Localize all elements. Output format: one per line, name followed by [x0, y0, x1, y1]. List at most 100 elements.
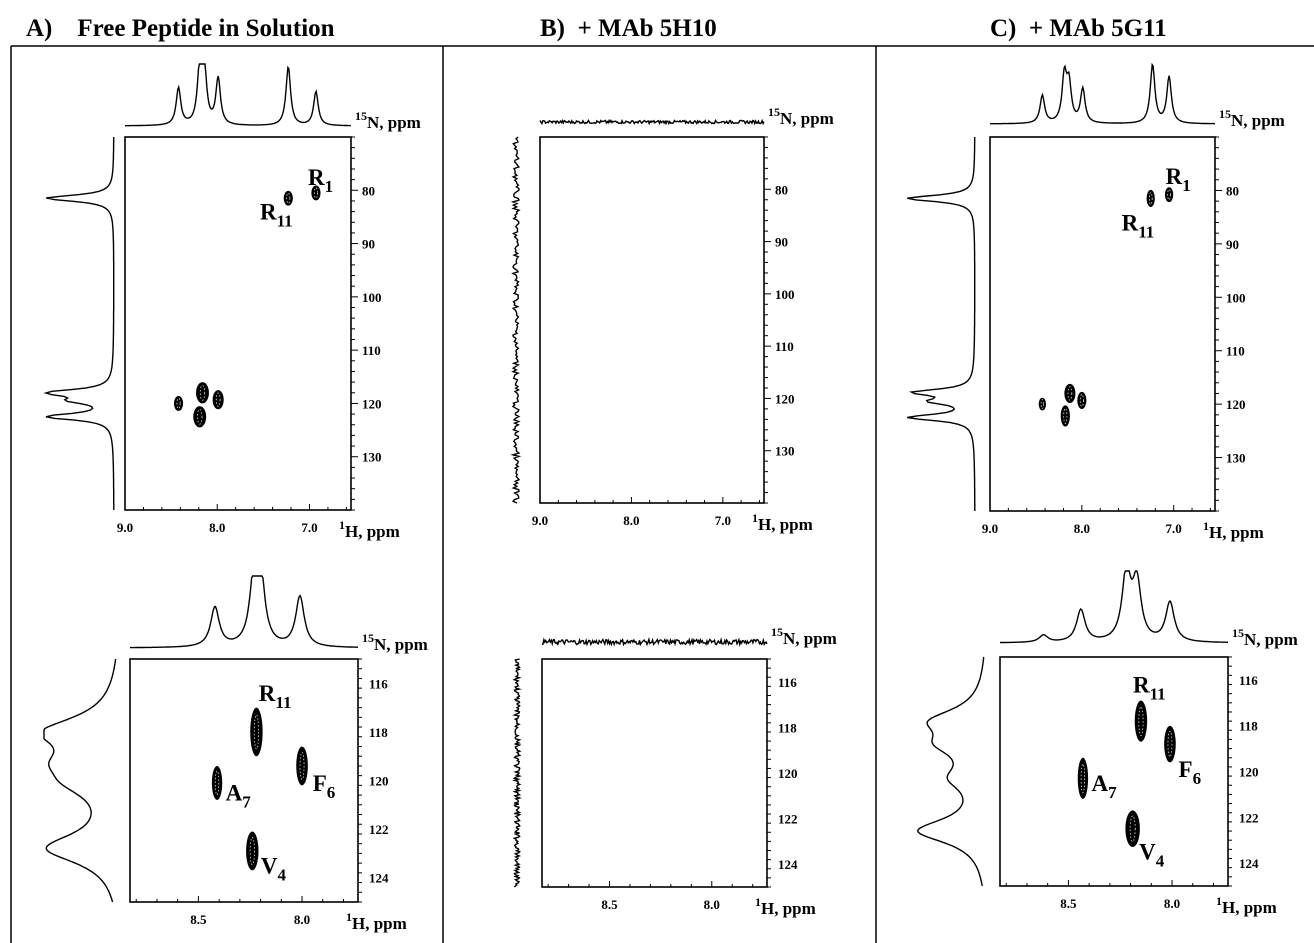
panel-a-wide: 80 90 100 110 120 130 9.0 8.0 7.0 1H, ppm 15N, ppm… [43, 63, 421, 541]
contour-peak [1164, 725, 1176, 763]
x-axis-label: 1H, ppm [1216, 894, 1277, 917]
contour-peak-inner [1129, 815, 1136, 842]
contour-peak-inner [199, 384, 206, 401]
y-tick-label: 80 [362, 183, 375, 198]
y-axis-label: 15N, ppm [355, 109, 421, 132]
panel-dividers [10, 45, 1314, 943]
contour-peak-inner [1080, 763, 1086, 794]
y-tick-label: 90 [1226, 237, 1239, 252]
peak-label: R11 [1122, 210, 1155, 241]
projection-left-15n [512, 658, 522, 888]
contour-peak [296, 746, 308, 786]
projection-top-1h [539, 118, 765, 126]
y-tick-label: 116 [369, 676, 388, 691]
contour-peak [246, 831, 259, 871]
peak-label: A7 [226, 781, 252, 812]
contour-peak [193, 406, 207, 428]
contour-peak-inner [214, 770, 220, 796]
contour-peak-inner [253, 714, 259, 750]
contour-peak [173, 395, 184, 411]
x-tick-label: 8.5 [190, 912, 207, 927]
y-tick-label: 110 [775, 339, 794, 354]
plot-frame [999, 656, 1229, 887]
x-tick-label: 9.0 [117, 520, 133, 535]
y-tick-label: 118 [778, 720, 797, 735]
projection-left-15n [917, 656, 985, 887]
contour-peak [1060, 405, 1070, 427]
x-tick-label: 8.0 [1164, 896, 1180, 911]
projection-left-15n [510, 136, 522, 504]
contour-peak-inner [176, 397, 181, 410]
contour-peak [311, 185, 321, 201]
contour-peak [211, 765, 223, 800]
x-tick-label: 8.5 [601, 897, 618, 912]
y-axis-label: 15N, ppm [1219, 107, 1285, 130]
contour-peak-inner [1138, 706, 1144, 736]
projection-left-15n [907, 137, 976, 511]
y-axis-label: 15N, ppm [362, 631, 428, 654]
peak-label: A7 [1091, 771, 1117, 802]
y-tick-label: 100 [775, 287, 795, 302]
y-tick-label: 118 [369, 725, 388, 740]
peak-label: R1 [1166, 164, 1191, 195]
y-tick-label: 116 [1239, 673, 1258, 688]
panel-b-wide: 80 90 100 110 120 130 9.0 8.0 7.0 1H, ppm 15N, ppm [510, 105, 834, 534]
projection-top-1h [130, 575, 358, 649]
contour-peak [1077, 391, 1087, 409]
panel-c-zoom: 116 118 120 122 124 8.5 8.0 1H, ppm 15N, ppm R11 A… [917, 570, 1298, 917]
y-tick-label: 124 [1239, 856, 1259, 871]
contour-peak-inner [249, 837, 255, 865]
y-tick-label: 130 [1226, 451, 1246, 466]
x-tick-label: 8.0 [1074, 521, 1090, 536]
x-tick-label: 7.0 [1166, 521, 1182, 536]
contour-peak-inner [1167, 189, 1171, 201]
peak-label: R11 [1133, 672, 1166, 703]
y-tick-label: 120 [1239, 765, 1259, 780]
contour-peak [1125, 810, 1140, 848]
y-tick-label: 118 [1239, 719, 1258, 734]
x-tick-label: 8.0 [209, 520, 225, 535]
y-tick-label: 122 [1239, 810, 1259, 825]
x-tick-label: 8.5 [1060, 896, 1077, 911]
y-tick-label: 90 [362, 237, 375, 252]
contour-peak-inner [286, 192, 291, 204]
contour-peak-inner [299, 751, 305, 780]
y-tick-label: 100 [362, 290, 382, 305]
contour-peak-inner [1040, 399, 1044, 409]
x-axis-label: 1H, ppm [752, 511, 813, 534]
y-tick-label: 110 [1226, 344, 1245, 359]
y-tick-label: 120 [362, 396, 382, 411]
y-tick-label: 100 [1226, 290, 1246, 305]
contour-peak [1146, 189, 1155, 207]
contour-peak-inner [1148, 192, 1153, 205]
contour-peak [1038, 397, 1047, 411]
y-axis-label: 15N, ppm [768, 105, 834, 128]
x-tick-label: 9.0 [532, 513, 548, 528]
contour-peak [250, 707, 263, 757]
peak-label: R11 [259, 681, 292, 712]
contour-peak [1077, 757, 1089, 799]
x-axis-label: 1H, ppm [1203, 519, 1264, 542]
contour-peak-inner [215, 392, 221, 407]
contour-peak-inner [1079, 394, 1084, 407]
y-axis-label: 15N, ppm [771, 625, 837, 648]
plots-layer: 80 90 100 110 120 130 9.0 8.0 7.0 1H, ppm 15N, ppm… [43, 62, 1298, 933]
x-tick-label: 7.0 [301, 520, 317, 535]
contour-peak-inner [1063, 408, 1068, 424]
x-tick-label: 8.0 [623, 513, 639, 528]
contour-peak [196, 382, 209, 404]
plot-frame [124, 136, 352, 511]
panel-a-title: A) Free Peptide in Solution [26, 15, 335, 42]
peak-label: V4 [261, 854, 287, 885]
x-axis-label: 1H, ppm [755, 895, 816, 918]
panel-c-title: C) + MAb 5G11 [990, 15, 1167, 42]
contour-peak-inner [1067, 386, 1073, 401]
contour-peak-inner [313, 187, 318, 199]
peak-label: V4 [1139, 840, 1165, 871]
projection-top-1h [541, 636, 768, 647]
contour-peak [283, 190, 293, 206]
x-tick-label: 8.0 [704, 897, 720, 912]
plot-frame [989, 136, 1216, 512]
y-tick-label: 80 [1226, 183, 1239, 198]
